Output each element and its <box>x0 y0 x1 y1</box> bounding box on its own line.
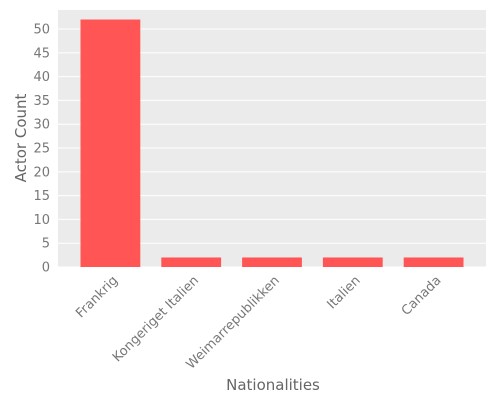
y-tick-label: 15 <box>33 189 50 204</box>
bar <box>322 257 383 267</box>
y-tick-label: 30 <box>33 118 50 133</box>
y-tick-labels: 0 5 10 15 20 25 30 35 40 45 50 <box>33 23 50 276</box>
bars <box>80 19 464 267</box>
y-tick-label: 20 <box>33 165 50 180</box>
x-tick-label: Frankrig <box>73 273 121 321</box>
bar <box>242 257 302 267</box>
x-tick-label: Italien <box>324 273 363 312</box>
y-tick-label: 35 <box>33 94 50 109</box>
y-tick-label: 5 <box>42 237 50 252</box>
y-tick-label: 0 <box>42 261 50 276</box>
y-tick-label: 40 <box>33 70 50 85</box>
bar <box>161 257 222 267</box>
y-axis-title: Actor Count <box>12 93 30 182</box>
bar <box>403 257 464 267</box>
y-tick-label: 10 <box>33 213 50 228</box>
x-tick-label: Canada <box>399 273 445 319</box>
x-axis-title: Nationalities <box>226 376 320 394</box>
y-tick-label: 45 <box>33 46 50 61</box>
y-tick-label: 50 <box>33 23 50 38</box>
bar <box>80 19 141 267</box>
x-tick-label: Kongeriget Italien <box>110 273 202 365</box>
x-tick-label: Weimarrepublikken <box>184 273 283 372</box>
y-tick-label: 25 <box>33 142 50 157</box>
